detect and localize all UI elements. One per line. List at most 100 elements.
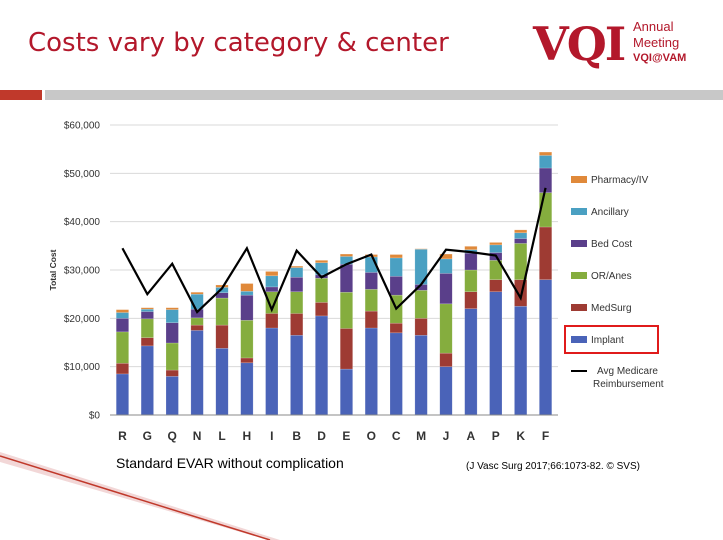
bar-segment	[315, 277, 329, 303]
implant-highlight-box	[564, 325, 659, 354]
bar-segment	[439, 253, 453, 260]
x-tick-label: G	[143, 429, 152, 443]
bar-segment	[190, 317, 204, 326]
bar-segment	[489, 242, 503, 246]
legend-label: Bed Cost	[591, 239, 632, 250]
legend-label: MedSurg	[591, 303, 632, 314]
bar-segment	[190, 324, 204, 331]
bar-segment	[265, 327, 279, 416]
x-tick-label: I	[270, 429, 273, 443]
legend-swatch	[571, 240, 587, 247]
x-tick-label: B	[292, 429, 301, 443]
x-tick-label: F	[542, 429, 549, 443]
bar-segment	[215, 324, 229, 349]
bar-segment	[115, 331, 129, 364]
bar-segment	[364, 327, 378, 416]
legend-label: Avg Medicare Reimbursement	[593, 366, 664, 390]
bar-segment	[464, 269, 478, 292]
x-tick-label: Q	[168, 429, 177, 443]
bar-segment	[265, 271, 279, 277]
chart-caption: Standard EVAR without complication	[116, 455, 344, 471]
bar-segment	[489, 244, 503, 253]
bar-segment	[240, 357, 254, 364]
bar-segment	[539, 226, 553, 280]
bar-segment	[190, 291, 204, 295]
legend-swatch	[571, 272, 587, 279]
slide-title: Costs vary by category & center	[28, 28, 449, 58]
bar-segment	[439, 366, 453, 416]
y-tick-label: $60,000	[64, 121, 101, 132]
bar-segment	[464, 246, 478, 250]
logo-letters: VQI	[533, 17, 626, 71]
x-tick-label: C	[392, 429, 401, 443]
bar-segment	[290, 277, 304, 292]
x-tick-label: N	[193, 429, 202, 443]
x-tick-label: K	[516, 429, 525, 443]
bar-segment	[115, 312, 129, 319]
bar-segment	[489, 291, 503, 416]
x-tick-label: R	[118, 429, 127, 443]
bar-segment	[115, 373, 129, 416]
bar-segment	[215, 348, 229, 416]
x-tick-label: M	[416, 429, 426, 443]
legend-label: Implant	[591, 335, 624, 346]
bar-segment	[140, 311, 154, 320]
stacked-cost-chart: $0 $10,000 $20,000 $30,000 $40,000 $50,000 $60…	[48, 121, 664, 444]
bar-segment	[539, 279, 553, 416]
y-tick-label: $30,000	[64, 266, 101, 277]
bar-segment	[240, 291, 254, 296]
bar-segment	[439, 352, 453, 367]
vqi-logo: VQI Annual Meeting VQI@VAM	[533, 16, 703, 72]
bar-segment	[514, 229, 528, 234]
bar-segment	[315, 302, 329, 317]
bar-segment	[290, 291, 304, 314]
bar-segment	[190, 330, 204, 416]
y-tick-label: $40,000	[64, 217, 101, 228]
bar-segment	[290, 335, 304, 416]
logo-line-meeting: Meeting	[633, 35, 680, 50]
legend-swatch	[571, 304, 587, 311]
bar-segment	[140, 318, 154, 338]
bar-segment	[464, 291, 478, 309]
bar-segment	[265, 313, 279, 329]
bar-segment	[514, 306, 528, 416]
citation: (J Vasc Surg 2017;66:1073-82. © SVS)	[466, 461, 640, 472]
bar-segment	[414, 290, 428, 319]
x-tick-label: E	[342, 429, 350, 443]
bar-segment	[165, 309, 179, 323]
x-tick-label: P	[492, 429, 500, 443]
x-tick-label: O	[367, 429, 376, 443]
legend-swatch	[571, 176, 587, 183]
corner-decoration	[0, 452, 280, 540]
bar-segment	[140, 307, 154, 310]
bar-segment	[514, 238, 528, 244]
y-tick-label: $20,000	[64, 314, 101, 325]
legend-label: Pharmacy/IV	[591, 175, 649, 186]
bar-segment	[115, 318, 129, 333]
bar-segment	[165, 369, 179, 377]
bar-segment	[464, 252, 478, 271]
bar-segment	[339, 253, 353, 257]
bar-segment	[489, 279, 503, 293]
bar-segment	[439, 258, 453, 274]
y-tick-label: $50,000	[64, 169, 101, 180]
bar-segment	[364, 289, 378, 312]
legend-swatch	[571, 336, 587, 343]
header-rule-accent	[0, 90, 42, 100]
bar-segment	[140, 308, 154, 312]
bar-segment	[315, 315, 329, 416]
header-rule	[45, 90, 723, 100]
x-tick-label: H	[243, 429, 252, 443]
bar-segment	[315, 260, 329, 263]
bar-segment	[389, 254, 403, 259]
bar-segment	[389, 276, 403, 296]
bar-segment	[414, 318, 428, 336]
y-axis-title: Total Cost	[48, 249, 58, 290]
medicare-line	[121, 187, 547, 314]
bar-segment	[165, 376, 179, 416]
bar-segment	[240, 283, 254, 292]
bar-segment	[290, 313, 304, 336]
bar-segment	[240, 320, 254, 359]
bar-segment	[339, 291, 353, 329]
bar-segment	[215, 297, 229, 326]
